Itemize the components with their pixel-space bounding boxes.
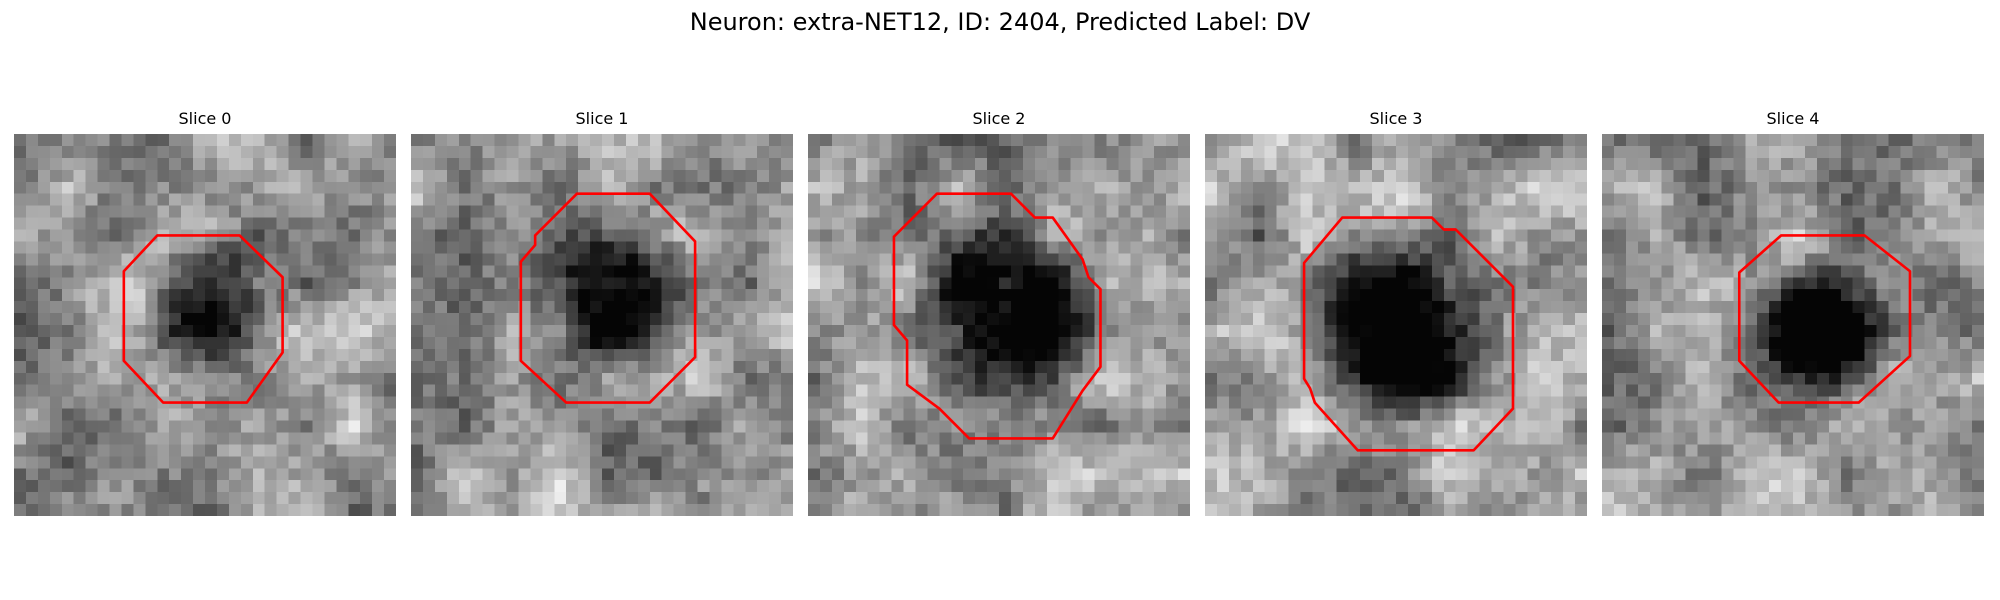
slice-panel-2: Slice 2 — [808, 108, 1190, 516]
slice-image-4 — [1602, 134, 1984, 516]
slice-panel-4: Slice 4 — [1602, 108, 1984, 516]
slice-title-4: Slice 4 — [1766, 109, 1820, 128]
slice-image-1 — [411, 134, 793, 516]
slice-contour-2 — [892, 192, 1102, 440]
slice-panel-3: Slice 3 — [1205, 108, 1587, 516]
slice-title-3: Slice 3 — [1369, 109, 1423, 128]
slice-contour-0 — [122, 234, 284, 404]
slice-title-0: Slice 0 — [178, 109, 232, 128]
slice-title-2: Slice 2 — [972, 109, 1026, 128]
figure-title: Neuron: extra-NET12, ID: 2404, Predicted… — [689, 8, 1311, 36]
slice-contour-1 — [519, 192, 697, 404]
slice-title-1: Slice 1 — [575, 109, 629, 128]
slice-contour-4 — [1737, 234, 1912, 404]
slice-image-0 — [14, 134, 396, 516]
slice-image-3 — [1205, 134, 1587, 516]
slice-panel-1: Slice 1 — [411, 108, 793, 516]
slice-panel-0: Slice 0 — [14, 108, 396, 516]
slice-contour-3 — [1302, 216, 1515, 452]
slice-image-2 — [808, 134, 1190, 516]
